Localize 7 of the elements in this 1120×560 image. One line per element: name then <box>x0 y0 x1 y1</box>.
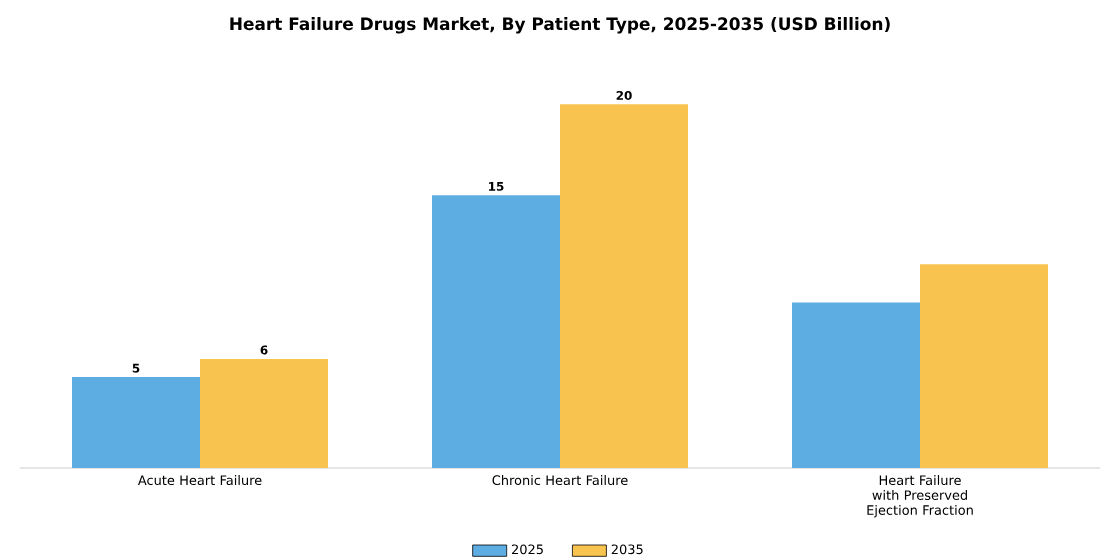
bar <box>72 377 200 468</box>
bar <box>200 358 328 468</box>
chart-title: Heart Failure Drugs Market, By Patient Type, 2025-2035 (USD Billion) <box>230 17 890 34</box>
bar <box>432 195 561 468</box>
bar <box>792 302 921 468</box>
bar <box>920 264 1049 468</box>
bar <box>560 104 689 468</box>
